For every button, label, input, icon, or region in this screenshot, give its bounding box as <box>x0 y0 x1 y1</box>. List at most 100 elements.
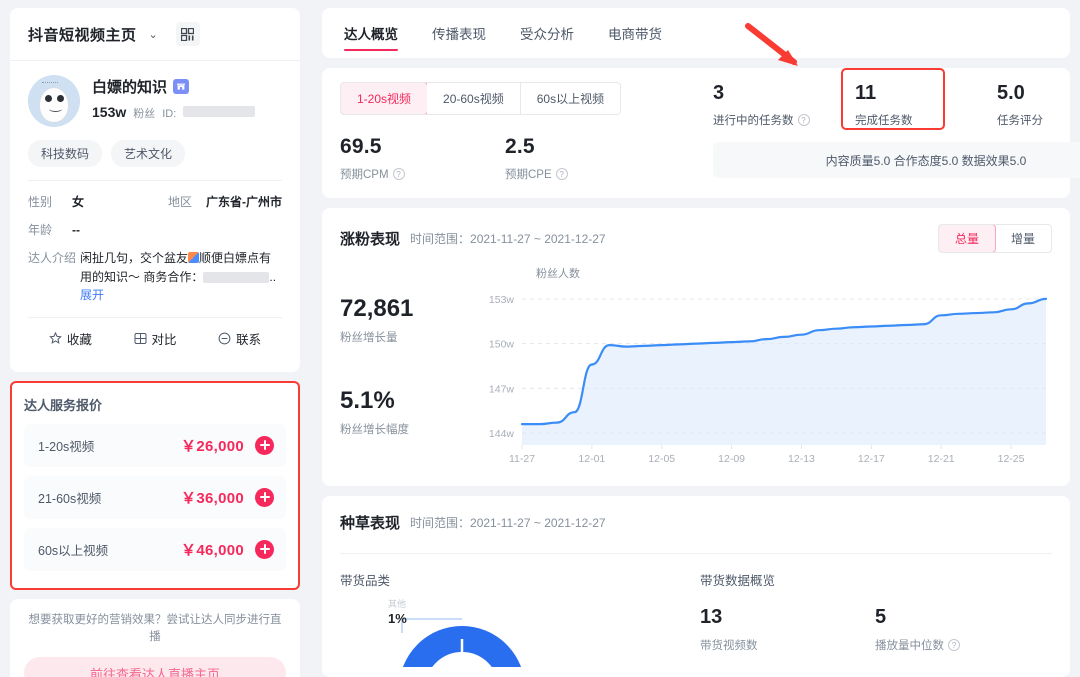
donut-wrap: 其他 1% <box>340 597 700 677</box>
gender-label: 性别 <box>28 195 53 209</box>
fans-label: 粉丝 <box>133 108 156 120</box>
kpi-label: 预期CPM <box>340 169 389 181</box>
contact-button[interactable]: 联系 <box>197 329 282 348</box>
segment-60s-plus[interactable]: 60s以上视频 <box>520 83 621 114</box>
live-homepage-button[interactable]: 前往查看达人直播主页 <box>24 657 286 677</box>
favorite-button[interactable]: 收藏 <box>28 329 113 348</box>
svg-text:11-27: 11-27 <box>509 453 535 465</box>
video-length-segmented-control: 1-20s视频 20-60s视频 60s以上视频 <box>340 82 622 115</box>
seeding-range-label: 时间范围： <box>410 516 471 530</box>
price-row[interactable]: 1-20s视频 ￥26,000 <box>24 423 286 467</box>
fans-chart-range-label: 时间范围： <box>410 232 471 246</box>
profile-actions: 收藏 对比 联系 <box>28 316 282 360</box>
fans-growth-rate-value: 5.1% <box>340 387 395 414</box>
svg-text:12-13: 12-13 <box>788 453 815 465</box>
tab-audience-analysis[interactable]: 受众分析 <box>520 8 574 58</box>
metric-label: 播放量中位数 <box>875 640 944 652</box>
promo-text: 想要获取更好的营销效果？尝试让达人同步进行直播 <box>28 613 282 644</box>
donut-slice-pct: 1% <box>388 611 407 626</box>
chevron-down-icon[interactable]: ⌄ <box>148 28 158 41</box>
completed-tasks-highlight-annotation <box>841 68 945 130</box>
fans-growth-card: 涨粉表现 时间范围： 2021-11-27 ~ 2021-12-27 总量 增量… <box>322 208 1070 486</box>
store-badge-icon <box>173 79 190 94</box>
meta-row-age: 年龄 -- <box>28 221 282 238</box>
plus-circle-icon[interactable] <box>255 435 274 455</box>
main-content: 达人概览 传播表现 受众分析 电商带货 1-20s视频 20-60s视频 60s… <box>322 0 1080 677</box>
segment-20-60s[interactable]: 20-60s视频 <box>427 83 521 114</box>
seeding-body: 带货品类 其他 1% 带货数据概览 <box>340 553 1052 677</box>
seeding-header: 种草表现 时间范围： 2021-11-27 ~ 2021-12-27 <box>340 512 1052 533</box>
fans-line-chart[interactable]: 粉丝人数 144w 147w 150w 153w 11-27 12-01 12-05 12-0… <box>480 268 1052 476</box>
emoji-icon <box>188 252 200 263</box>
help-icon[interactable]: ? <box>555 168 568 180</box>
task-value: 3 <box>713 82 725 104</box>
fans-chart-header: 涨粉表现 时间范围： 2021-11-27 ~ 2021-12-27 总量 增量 <box>340 224 1052 253</box>
price-amount: ￥36,000 <box>181 489 244 507</box>
pricing-card: 达人服务报价 1-20s视频 ￥26,000 21-60s视频 ￥36,000 … <box>10 380 300 590</box>
kpi-cpm: 69.5 预期CPM? <box>340 135 505 182</box>
donut-chart-svg[interactable] <box>340 597 580 677</box>
cpm-cpe-panel: 1-20s视频 20-60s视频 60s以上视频 69.5 预期CPM? 2.5… <box>340 82 695 182</box>
price-amount: ￥46,000 <box>181 541 244 559</box>
task-value: 5.0 <box>997 82 1025 104</box>
tab-label: 受众分析 <box>520 27 574 42</box>
fans-chart-title: 涨粉表现 <box>340 231 401 248</box>
gender-value: 女 <box>72 195 85 209</box>
contact-icon <box>218 332 231 345</box>
compare-button[interactable]: 对比 <box>113 329 198 348</box>
price-name: 1-20s视频 <box>38 439 95 454</box>
category-donut-panel: 带货品类 其他 1% <box>340 570 700 677</box>
donut-slice-name: 其他 <box>388 599 407 609</box>
fans-chart-stats: 72,861 粉丝增长量 5.1% 粉丝增长幅度 <box>340 271 480 476</box>
meta-row-gender-region: 性别 女 地区 广东省-广州市 <box>28 193 282 210</box>
metric-label: 带货视频数 <box>700 640 758 652</box>
tag-item[interactable]: 艺术文化 <box>111 140 186 167</box>
help-icon[interactable]: ? <box>948 639 960 651</box>
toggle-total[interactable]: 总量 <box>938 225 996 252</box>
avatar[interactable] <box>28 75 80 127</box>
svg-text:150w: 150w <box>489 339 515 351</box>
tab-creator-overview[interactable]: 达人概览 <box>344 8 398 58</box>
divider <box>28 180 282 181</box>
user-id-label: ID: <box>162 108 177 120</box>
metric-value: 13 <box>700 606 723 628</box>
expand-link[interactable]: 展开 <box>80 288 105 303</box>
plus-circle-icon[interactable] <box>255 487 274 507</box>
profile-nickname: 白嫖的知识 <box>92 79 168 96</box>
tab-spread-performance[interactable]: 传播表现 <box>432 8 486 58</box>
segment-1-20s[interactable]: 1-20s视频 <box>341 83 429 114</box>
svg-text:144w: 144w <box>489 428 515 440</box>
kpi-label: 预期CPE <box>505 169 552 181</box>
help-icon[interactable]: ? <box>797 114 810 126</box>
qr-code-icon[interactable] <box>175 22 200 46</box>
toggle-increment[interactable]: 增量 <box>1010 232 1035 246</box>
metric-median-views: 5 播放量中位数? <box>875 606 1050 653</box>
price-row[interactable]: 60s以上视频 ￥46,000 <box>24 527 286 571</box>
user-id-masked <box>183 106 256 117</box>
svg-text:12-21: 12-21 <box>928 453 955 465</box>
task-in-progress: 3 进行中的任务数? <box>713 82 855 128</box>
fans-growth-rate-label: 粉丝增长幅度 <box>340 424 409 436</box>
task-label: 完成任务数 <box>855 115 913 127</box>
tab-label: 达人概览 <box>344 27 398 42</box>
task-label: 任务评分 <box>997 115 1043 127</box>
plus-circle-icon[interactable] <box>255 539 274 559</box>
pricing-title: 达人服务报价 <box>24 397 103 413</box>
y-axis-title: 粉丝人数 <box>536 268 580 280</box>
fans-chart-toggle: 总量 增量 <box>937 224 1052 253</box>
metric-value: 5 <box>875 606 887 628</box>
price-row[interactable]: 21-60s视频 ￥36,000 <box>24 475 286 519</box>
age-value: -- <box>72 222 80 237</box>
price-name: 21-60s视频 <box>38 491 102 506</box>
help-icon[interactable]: ? <box>392 168 405 180</box>
profile-card: 抖音短视频主页 ⌄ <box>10 8 300 372</box>
tab-ecommerce[interactable]: 电商带货 <box>608 8 662 58</box>
intro-line-3: 知识～ 商务合作： <box>104 269 204 284</box>
fans-chart-body: 72,861 粉丝增长量 5.1% 粉丝增长幅度 粉丝人数 144w 147w 15… <box>340 268 1052 476</box>
fans-chart-svg: 144w 147w 150w 153w 11-27 12-01 12-05 12-09 12-1… <box>489 294 1048 465</box>
tag-item[interactable]: 科技数码 <box>28 140 103 167</box>
region-label: 地区 <box>167 195 192 209</box>
region-value: 广东省-广州市 <box>206 195 282 209</box>
kpi-value: 2.5 <box>505 135 535 158</box>
